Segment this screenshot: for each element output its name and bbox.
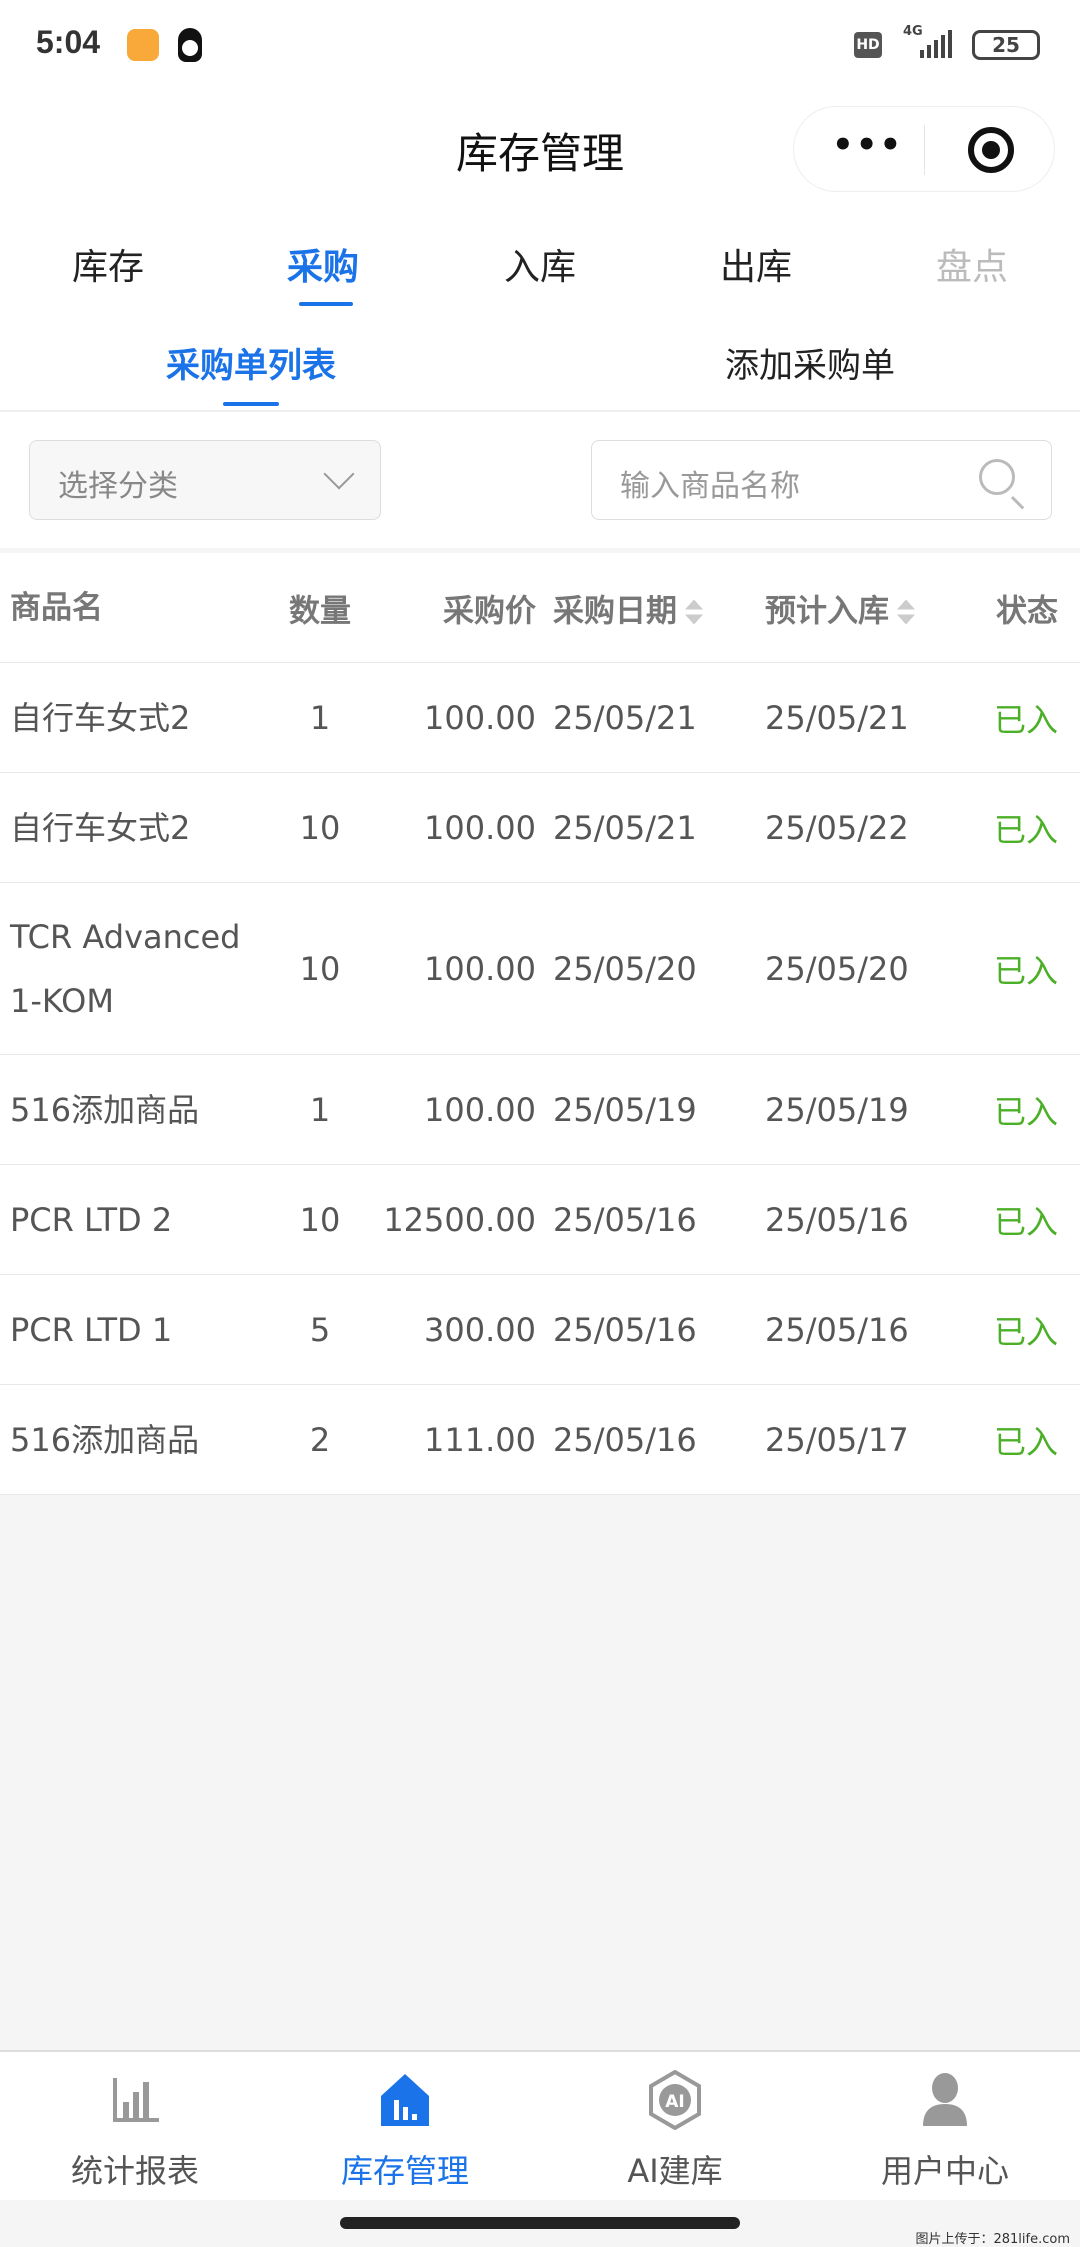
status-badge: 已入 (993, 1202, 1058, 1241)
search-icon[interactable] (979, 459, 1015, 495)
cell-name: 516添加商品 (10, 1420, 200, 1459)
cell-name: TCR Advanced 1-KOM (10, 917, 241, 1020)
cell-date: 25/05/16 (553, 1200, 697, 1239)
tab-outbound[interactable]: 出库 (719, 247, 792, 288)
subtab-purchase-list[interactable]: 采购单列表 (101, 338, 401, 406)
chevron-down-icon (323, 458, 355, 490)
cell-price: 100.00 (424, 949, 536, 988)
cell-name: 自行车女式2 (10, 698, 191, 737)
cell-expected: 25/05/20 (765, 949, 909, 988)
hd-icon: HD (854, 32, 882, 58)
qq-icon (178, 28, 202, 62)
cell-date: 25/05/21 (553, 698, 697, 737)
home-indicator[interactable] (340, 2217, 740, 2229)
top-area: 5:04 HD 4G 25 库存管理 ••• 库存 采购 入库 出库 盘点 采购… (0, 0, 1080, 410)
cell-date: 25/05/21 (553, 808, 697, 847)
cell-name: 516添加商品 (10, 1090, 200, 1129)
header-date[interactable]: 采购日期 (553, 585, 703, 630)
main-tabs: 库存 采购 入库 出库 盘点 (0, 238, 1080, 306)
table-row[interactable]: 516添加商品 1 100.00 25/05/19 25/05/19 已入 (0, 1055, 1080, 1165)
header-expected[interactable]: 预计入库 (765, 585, 915, 630)
cell-expected: 25/05/16 (765, 1200, 909, 1239)
status-badge: 已入 (993, 700, 1058, 739)
cell-expected: 25/05/22 (765, 808, 909, 847)
header-name: 商品名 (10, 589, 103, 626)
sort-icon[interactable] (895, 598, 915, 628)
cell-name: PCR LTD 2 (10, 1200, 173, 1239)
table-row[interactable]: TCR Advanced 1-KOM 10 100.00 25/05/20 25/05/… (0, 883, 1080, 1055)
battery-icon: 25 (972, 30, 1040, 60)
cell-name: 自行车女式2 (10, 808, 191, 847)
cell-qty: 10 (299, 1200, 341, 1239)
header-price: 采购价 (443, 593, 536, 629)
tab-purchase[interactable]: 采购 (243, 238, 403, 306)
cell-qty: 2 (309, 1420, 331, 1459)
cell-price: 100.00 (424, 808, 536, 847)
cell-expected: 25/05/19 (765, 1090, 909, 1129)
status-bar: 5:04 HD 4G 25 (0, 0, 1080, 90)
tab-stocktake[interactable]: 盘点 (935, 247, 1008, 288)
sort-icon[interactable] (683, 598, 703, 628)
cell-qty: 1 (309, 1090, 331, 1129)
filter-bar: 选择分类 输入商品名称 (0, 412, 1080, 548)
tab-inbound[interactable]: 入库 (503, 247, 576, 288)
table-row[interactable]: PCR LTD 1 5 300.00 25/05/16 25/05/16 已入 (0, 1275, 1080, 1385)
status-badge: 已入 (993, 1422, 1058, 1461)
cell-price: 100.00 (424, 698, 536, 737)
status-time: 5:04 (36, 24, 101, 60)
svg-text:AI: AI (665, 2092, 684, 2112)
subtab-add-purchase[interactable]: 添加采购单 (725, 346, 895, 386)
header-status: 状态 (996, 593, 1058, 629)
tab-inventory[interactable]: 库存 (71, 247, 144, 288)
cell-qty: 10 (299, 808, 341, 847)
signal-icon (920, 30, 952, 58)
more-icon[interactable]: ••• (832, 125, 904, 165)
nav-statistics[interactable]: 统计报表 (35, 2070, 235, 2192)
cell-price: 12500.00 (383, 1200, 536, 1239)
table-header: 商品名 数量 采购价 采购日期 预计入库 状态 (0, 553, 1080, 663)
purchase-table: 商品名 数量 采购价 采购日期 预计入库 状态 自行车女式2 1 100.00 25/… (0, 553, 1080, 1495)
bar-chart-icon (113, 2078, 159, 2122)
header-qty: 数量 (289, 593, 351, 629)
page-title: 库存管理 (455, 129, 624, 178)
cell-expected: 25/05/16 (765, 1310, 909, 1349)
nav-user-center[interactable]: 用户中心 (845, 2070, 1045, 2192)
status-badge: 已入 (993, 1092, 1058, 1131)
status-badge: 已入 (993, 951, 1058, 990)
status-badge: 已入 (993, 810, 1058, 849)
table-row[interactable]: 自行车女式2 10 100.00 25/05/21 25/05/22 已入 (0, 773, 1080, 883)
search-input[interactable]: 输入商品名称 (591, 440, 1052, 520)
cell-expected: 25/05/21 (765, 698, 909, 737)
cell-qty: 1 (309, 698, 331, 737)
status-badge: 已入 (993, 1312, 1058, 1351)
cell-name: PCR LTD 1 (10, 1310, 173, 1349)
notes-app-icon (127, 29, 159, 61)
cell-qty: 10 (299, 949, 341, 988)
nav-inventory[interactable]: 库存管理 (305, 2070, 505, 2192)
cell-date: 25/05/20 (553, 949, 697, 988)
table-row[interactable]: 516添加商品 2 111.00 25/05/16 25/05/17 已入 (0, 1385, 1080, 1495)
user-icon (923, 2073, 967, 2126)
cell-price: 111.00 (424, 1420, 536, 1459)
category-select[interactable]: 选择分类 (29, 440, 381, 520)
cell-price: 100.00 (424, 1090, 536, 1129)
close-target-icon[interactable] (968, 127, 1014, 173)
table-row[interactable]: 自行车女式2 1 100.00 25/05/21 25/05/21 已入 (0, 663, 1080, 773)
mini-program-capsule: ••• (793, 106, 1055, 192)
table-row[interactable]: PCR LTD 2 10 12500.00 25/05/16 25/05/16 已入 (0, 1165, 1080, 1275)
watermark: 图片上传于：281life.com (915, 2232, 1070, 2247)
bottom-nav: 统计报表 库存管理 AI AI建库 用户中心 (0, 2050, 1080, 2200)
cell-date: 25/05/16 (553, 1420, 697, 1459)
cell-expected: 25/05/17 (765, 1420, 909, 1459)
cell-price: 300.00 (424, 1310, 536, 1349)
nav-ai-build[interactable]: AI AI建库 (575, 2070, 775, 2192)
cell-date: 25/05/19 (553, 1090, 697, 1129)
warehouse-icon (381, 2074, 429, 2126)
cell-qty: 5 (309, 1310, 331, 1349)
network-type: 4G (903, 24, 923, 39)
ai-chip-icon: AI (649, 2070, 701, 2130)
cell-date: 25/05/16 (553, 1310, 697, 1349)
